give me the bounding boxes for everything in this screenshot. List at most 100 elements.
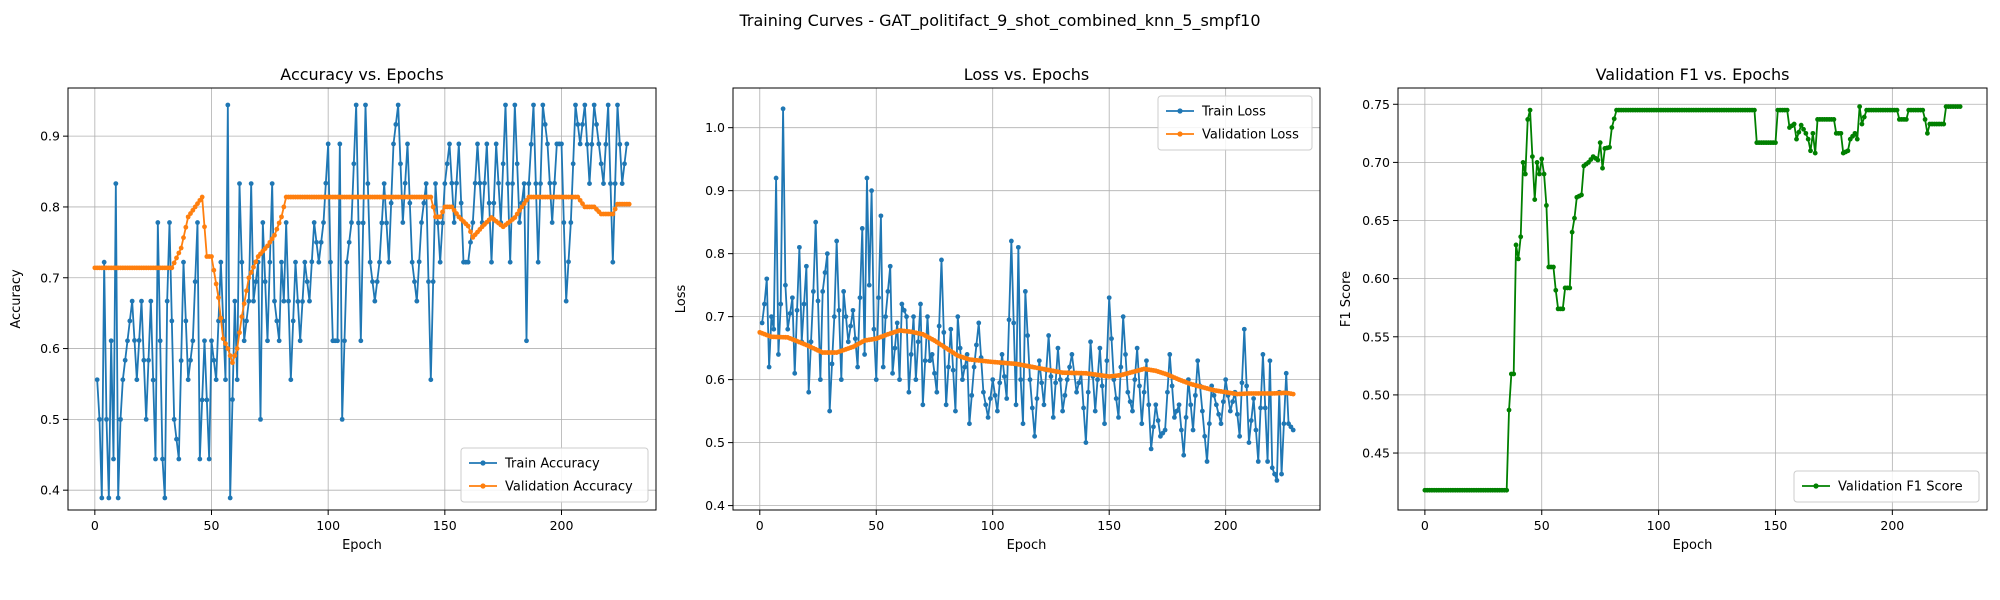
data-point <box>876 295 881 301</box>
data-point <box>624 141 630 147</box>
data-point <box>426 279 431 285</box>
data-point <box>1125 389 1131 395</box>
x-tick-label: 0 <box>756 518 764 533</box>
data-point <box>1050 415 1056 420</box>
y-tick-label: 0.5 <box>40 412 60 427</box>
plot-frame <box>1397 87 1988 511</box>
data-point <box>999 352 1005 357</box>
data-point <box>167 220 172 225</box>
data-point <box>409 259 415 265</box>
data-point <box>1165 389 1170 395</box>
y-tick-label: 0.6 <box>40 341 60 356</box>
y-tick-label: 0.8 <box>40 199 60 214</box>
data-point <box>570 161 576 167</box>
data-point <box>831 314 837 320</box>
data-point <box>1230 399 1236 405</box>
data-point <box>894 320 900 326</box>
data-point <box>792 370 798 376</box>
data-point <box>206 456 212 462</box>
data-point <box>855 364 861 370</box>
x-tick-label: 200 <box>1214 518 1238 533</box>
data-point <box>1511 371 1517 377</box>
data-point <box>314 239 319 245</box>
data-point <box>517 208 522 213</box>
y-tick-label: 0.9 <box>705 183 725 198</box>
x-tick-label: 100 <box>316 518 340 533</box>
data-point <box>353 102 359 108</box>
data-point <box>612 206 618 212</box>
data-point <box>883 314 888 320</box>
data-point <box>1206 421 1212 427</box>
data-point <box>1153 402 1159 408</box>
data-point <box>803 263 809 269</box>
data-point <box>549 220 555 225</box>
data-point <box>1169 383 1175 389</box>
data-point <box>465 259 471 265</box>
x-tick-label: 100 <box>981 518 1005 533</box>
data-point <box>598 161 604 167</box>
data-point <box>428 194 434 200</box>
data-point <box>472 180 478 186</box>
data-point <box>1537 171 1542 177</box>
data-point <box>838 377 844 383</box>
data-point <box>132 338 137 343</box>
data-point <box>342 338 347 344</box>
data-point <box>829 361 835 367</box>
figure-title: Training Curves - GAT_politifact_9_shot_… <box>738 11 1260 31</box>
data-point <box>1246 440 1252 446</box>
data-point <box>237 181 242 186</box>
data-point <box>943 402 949 408</box>
data-point <box>580 122 585 127</box>
y-axis-label: F1 Score <box>1339 271 1354 327</box>
data-point <box>304 279 310 285</box>
data-point <box>223 377 228 383</box>
data-point <box>626 201 632 207</box>
data-point <box>880 364 886 370</box>
data-point <box>1039 380 1045 386</box>
data-point <box>169 265 175 271</box>
data-point <box>456 141 462 147</box>
data-point <box>1541 171 1547 177</box>
data-point <box>1572 215 1577 221</box>
data-point <box>787 311 793 316</box>
data-point <box>1064 377 1070 383</box>
data-point <box>1539 156 1545 162</box>
legend-box <box>1157 95 1313 151</box>
data-point <box>850 307 856 313</box>
data-point <box>276 220 282 226</box>
data-point <box>416 259 422 265</box>
data-point <box>1032 433 1038 439</box>
data-point <box>962 364 968 370</box>
data-point <box>204 397 210 403</box>
data-point <box>1146 402 1152 408</box>
data-point <box>521 181 527 186</box>
data-point <box>836 307 842 313</box>
data-point <box>1253 427 1259 433</box>
data-point <box>1803 130 1809 136</box>
y-tick-label: 0.45 <box>1362 446 1390 461</box>
data-point <box>414 298 420 304</box>
data-point <box>1137 383 1142 389</box>
data-point <box>1281 421 1287 427</box>
data-point <box>1155 418 1161 423</box>
data-point <box>1607 144 1612 150</box>
data-point <box>218 259 224 265</box>
data-point <box>899 301 905 307</box>
data-point <box>1922 116 1928 122</box>
data-point <box>927 358 933 364</box>
data-point <box>183 224 189 230</box>
data-point <box>1239 380 1245 386</box>
data-point <box>1011 320 1017 326</box>
data-point <box>1267 358 1273 364</box>
data-point <box>1941 121 1947 127</box>
data-point <box>1085 389 1091 395</box>
data-point <box>209 254 214 259</box>
data-point <box>1773 140 1778 146</box>
data-point <box>932 370 937 376</box>
data-point <box>857 295 863 301</box>
data-point <box>1004 396 1010 401</box>
data-point <box>915 339 921 345</box>
series-validation-loss <box>757 328 1296 397</box>
data-point <box>437 259 443 265</box>
data-point <box>1227 408 1233 414</box>
